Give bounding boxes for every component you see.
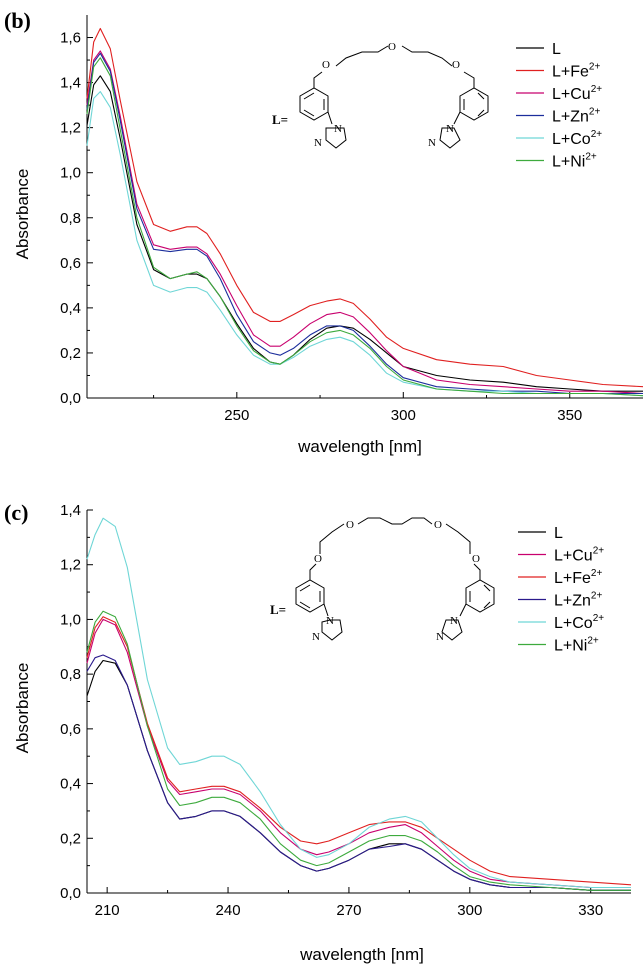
series-line <box>86 654 631 891</box>
series-line <box>86 517 631 889</box>
x-axis-title: wavelength [nm] <box>297 437 422 456</box>
nitrogen-atom: N <box>312 631 320 643</box>
x-tick-label: 210 <box>95 902 120 919</box>
y-axis-title: Absorbance <box>13 169 32 260</box>
nitrogen-atom: N <box>334 123 342 135</box>
legend-label: L+Co2+ <box>552 129 602 148</box>
nitrogen-atom: N <box>326 615 334 627</box>
legend-label: L <box>554 525 563 542</box>
chart-panel-c: (c) Absorbance wavelength [nm] 0,0 0,2 0,4… <box>4 500 632 964</box>
legend-label: L+Fe2+ <box>552 62 600 81</box>
molecule-label: L= <box>272 112 288 127</box>
series-line <box>86 610 631 891</box>
oxygen-atom: O <box>388 41 396 53</box>
y-tick-label: 0,4 <box>60 776 81 793</box>
molecule-structure: L= O O O N N N N <box>272 41 489 149</box>
y-tick-label: 1,6 <box>60 30 81 47</box>
legend-label: L+Co2+ <box>554 613 604 632</box>
oxygen-atom: O <box>346 519 354 531</box>
y-tick-label: 0,0 <box>60 885 81 902</box>
legend-label: L+Fe2+ <box>554 568 602 587</box>
legend-label: L+Zn2+ <box>552 107 600 126</box>
x-axis-title: wavelength [nm] <box>299 945 424 964</box>
series-line <box>86 659 631 891</box>
nitrogen-atom: N <box>436 631 444 643</box>
y-tick-label: 1,4 <box>60 75 81 92</box>
nitrogen-atom: N <box>446 123 454 135</box>
panel-label: (c) <box>4 500 28 525</box>
x-tick-label: 300 <box>457 902 482 919</box>
oxygen-atom: O <box>452 59 460 71</box>
y-tick-label: 1,2 <box>60 120 81 137</box>
y-tick-label: 0,2 <box>60 345 81 362</box>
legend-label: L+Zn2+ <box>554 591 602 610</box>
oxygen-atom: O <box>434 519 442 531</box>
x-tick-label: 250 <box>224 407 249 424</box>
y-tick-label: 0,8 <box>60 210 81 227</box>
chart-panel-b: (b) Absorbance wavelength [nm] 0,0 0,2 0,4… <box>4 8 643 456</box>
series-line <box>86 50 643 395</box>
y-tick-label: 1,0 <box>60 611 81 628</box>
y-tick-label: 0,4 <box>60 300 81 317</box>
y-tick-label: 1,2 <box>60 557 81 574</box>
legend-label: L+Ni2+ <box>554 636 599 655</box>
molecule-structure: L= O O O O N N N N <box>270 517 495 643</box>
legend-label: L <box>552 41 561 58</box>
y-tick-label: 0,6 <box>60 255 81 272</box>
series-line <box>86 57 643 397</box>
y-tick-label: 1,4 <box>60 502 81 519</box>
nitrogen-atom: N <box>428 137 436 149</box>
nitrogen-atom: N <box>450 615 458 627</box>
x-tick-label: 270 <box>336 902 361 919</box>
oxygen-atom: O <box>472 553 480 565</box>
y-tick-label: 0,2 <box>60 830 81 847</box>
panel-label: (b) <box>4 8 31 33</box>
nitrogen-atom: N <box>314 137 322 149</box>
legend: L L+Fe2+ L+Cu2+ L+Zn2+ L+Co2+ L+Ni2+ <box>516 41 602 171</box>
y-tick-label: 0,0 <box>60 390 81 407</box>
legend-label: L+Ni2+ <box>552 152 597 171</box>
series-line <box>86 27 643 388</box>
molecule-label: L= <box>270 602 286 617</box>
molecule-bonds <box>299 45 489 149</box>
y-axis-title: Absorbance <box>13 663 32 754</box>
legend-label: L+Cu2+ <box>552 84 602 103</box>
y-tick-label: 1,0 <box>60 165 81 182</box>
series-line <box>86 52 643 395</box>
y-tick-label: 0,6 <box>60 721 81 738</box>
series-line <box>86 616 632 886</box>
series-line <box>86 618 631 889</box>
oxygen-atom: O <box>322 59 330 71</box>
x-tick-label: 300 <box>391 407 416 424</box>
x-tick-label: 240 <box>216 902 241 919</box>
x-tick-label: 350 <box>557 407 582 424</box>
molecule-bonds <box>295 517 495 641</box>
plot-area: 0,0 0,2 0,4 0,6 0,8 1,0 1,2 1,4 1,6 250 300 350 <box>60 15 643 424</box>
y-tick-label: 0,8 <box>60 666 81 683</box>
legend-label: L+Cu2+ <box>554 546 604 565</box>
plot-area: 0,0 0,2 0,4 0,6 0,8 1,0 1,2 1,4 210 240 270 300 330 <box>60 502 632 919</box>
oxygen-atom: O <box>314 553 322 565</box>
legend: L L+Cu2+ L+Fe2+ L+Zn2+ L+Co2+ L+Ni2+ <box>518 525 604 655</box>
x-tick-label: 330 <box>578 902 603 919</box>
